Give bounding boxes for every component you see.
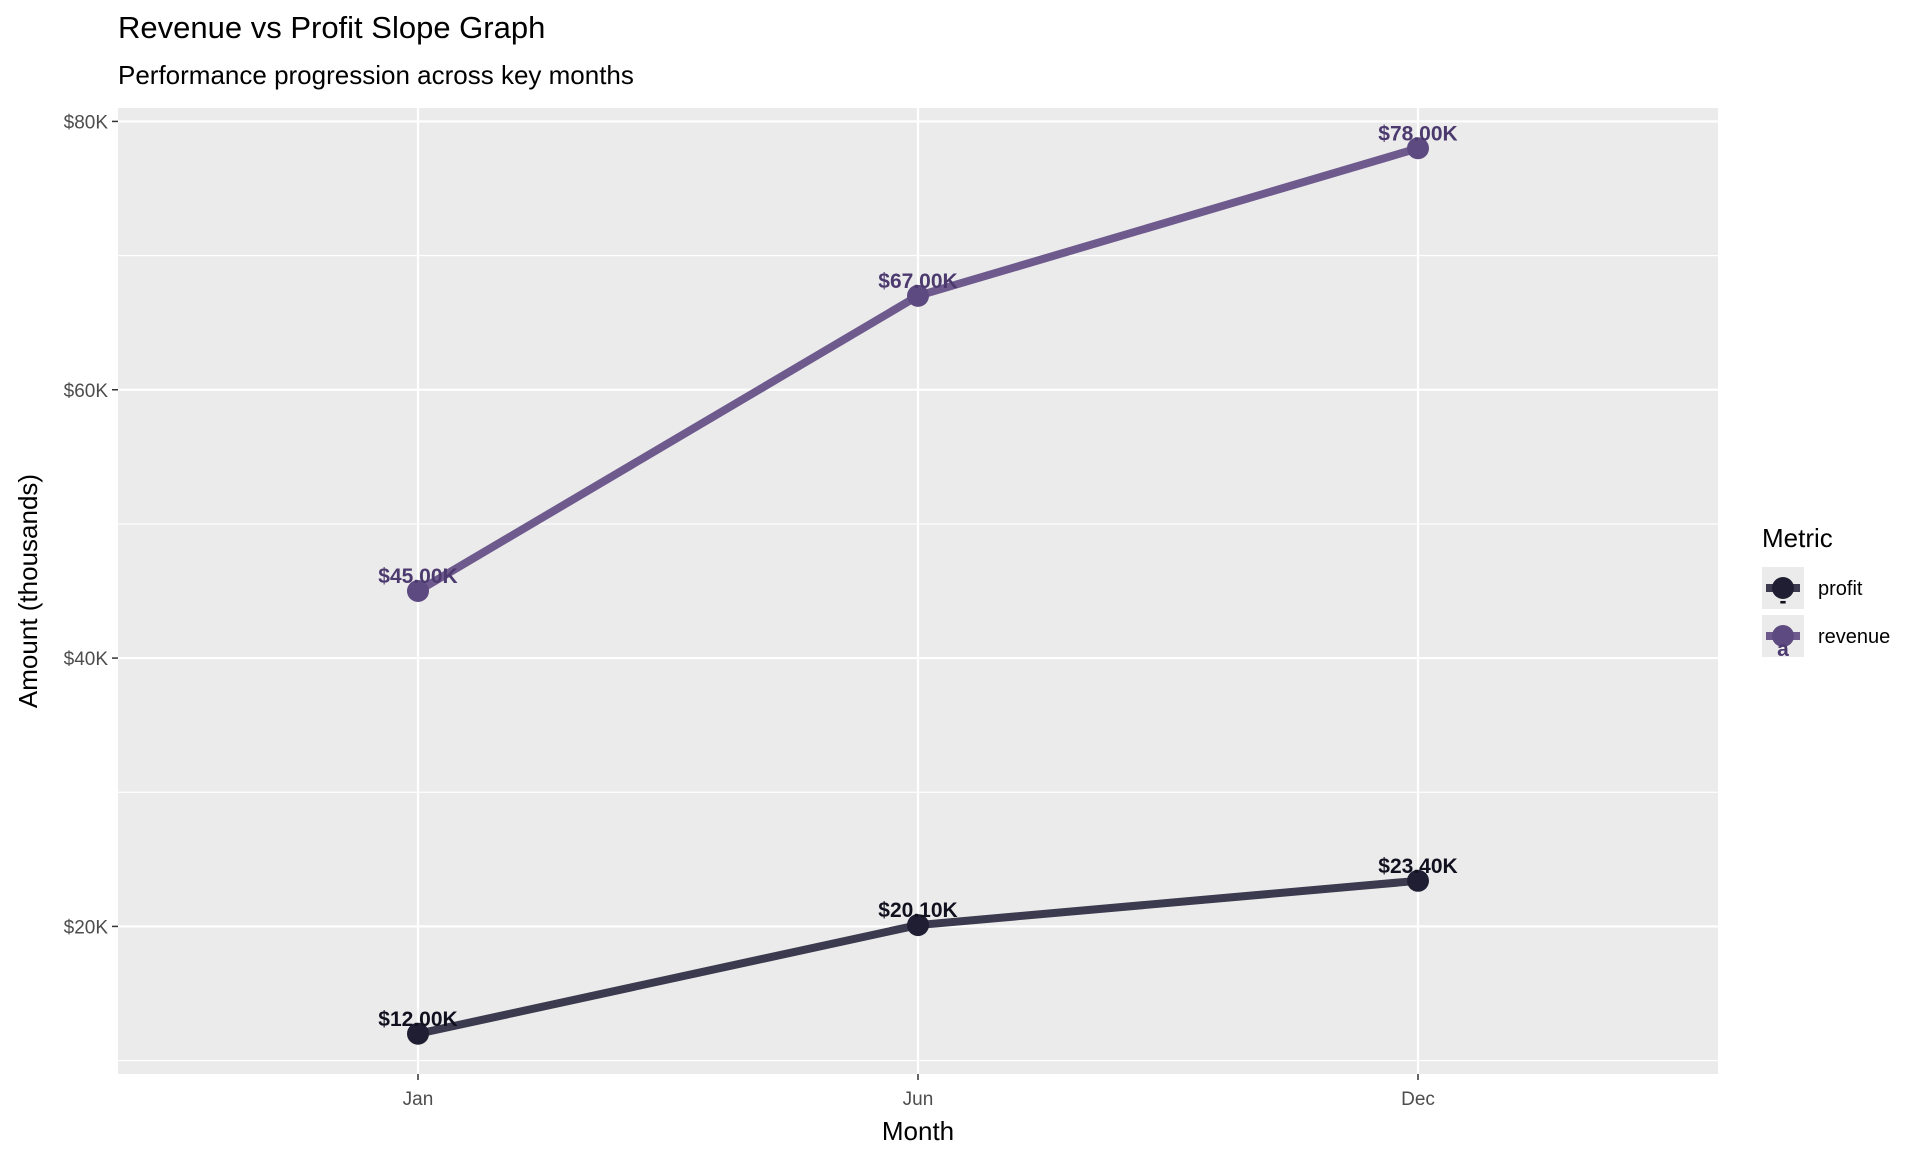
legend-label-revenue: revenue	[1818, 626, 1890, 648]
legend-key-letter: a	[1777, 638, 1789, 661]
data-label-profit: $23.40K	[1378, 855, 1457, 878]
data-label-revenue: $67.00K	[878, 270, 957, 293]
legend-key-point-profit	[1772, 577, 1794, 599]
x-tick-label: Jun	[903, 1089, 934, 1110]
y-tick-label: $40K	[64, 649, 109, 670]
data-label-revenue: $78.00K	[1378, 122, 1457, 145]
legend-label-profit: profit	[1818, 578, 1863, 600]
data-point-profit	[1407, 869, 1429, 892]
chart-title: Revenue vs Profit Slope Graph	[118, 10, 546, 45]
y-axis: $20K $40K $60K $80K	[64, 112, 118, 938]
y-tick-label: $20K	[64, 917, 109, 938]
x-tick-label: Dec	[1401, 1089, 1435, 1110]
y-tick-label: $60K	[64, 381, 109, 402]
data-point-profit	[907, 914, 929, 937]
chart-subtitle: Performance progression across key month…	[118, 60, 634, 90]
legend-title: Metric	[1762, 523, 1833, 553]
x-axis-title: Month	[882, 1116, 954, 1146]
x-tick-label: Jan	[403, 1089, 434, 1110]
legend-key-letter: -	[1780, 590, 1787, 613]
legend: Metric - profit a revenue	[1762, 523, 1890, 661]
data-point-revenue	[907, 284, 929, 307]
data-point-revenue	[1407, 137, 1429, 160]
data-point-revenue	[407, 580, 429, 602]
data-label-profit: $12.00K	[378, 1008, 457, 1031]
data-point-profit	[407, 1022, 429, 1045]
y-axis-title: Amount (thousands)	[13, 474, 43, 708]
data-label-profit: $20.10K	[878, 899, 957, 922]
data-labels: $12.00K $20.10K $23.40K $45.00K $67.00K $78.0…	[378, 122, 1457, 1031]
y-tick-label: $80K	[64, 112, 109, 133]
series-points	[407, 137, 1429, 1045]
data-label-revenue: $45.00K	[378, 565, 457, 588]
legend-key-point-revenue	[1772, 625, 1794, 647]
x-axis: Jan Jun Dec	[403, 1074, 1435, 1110]
